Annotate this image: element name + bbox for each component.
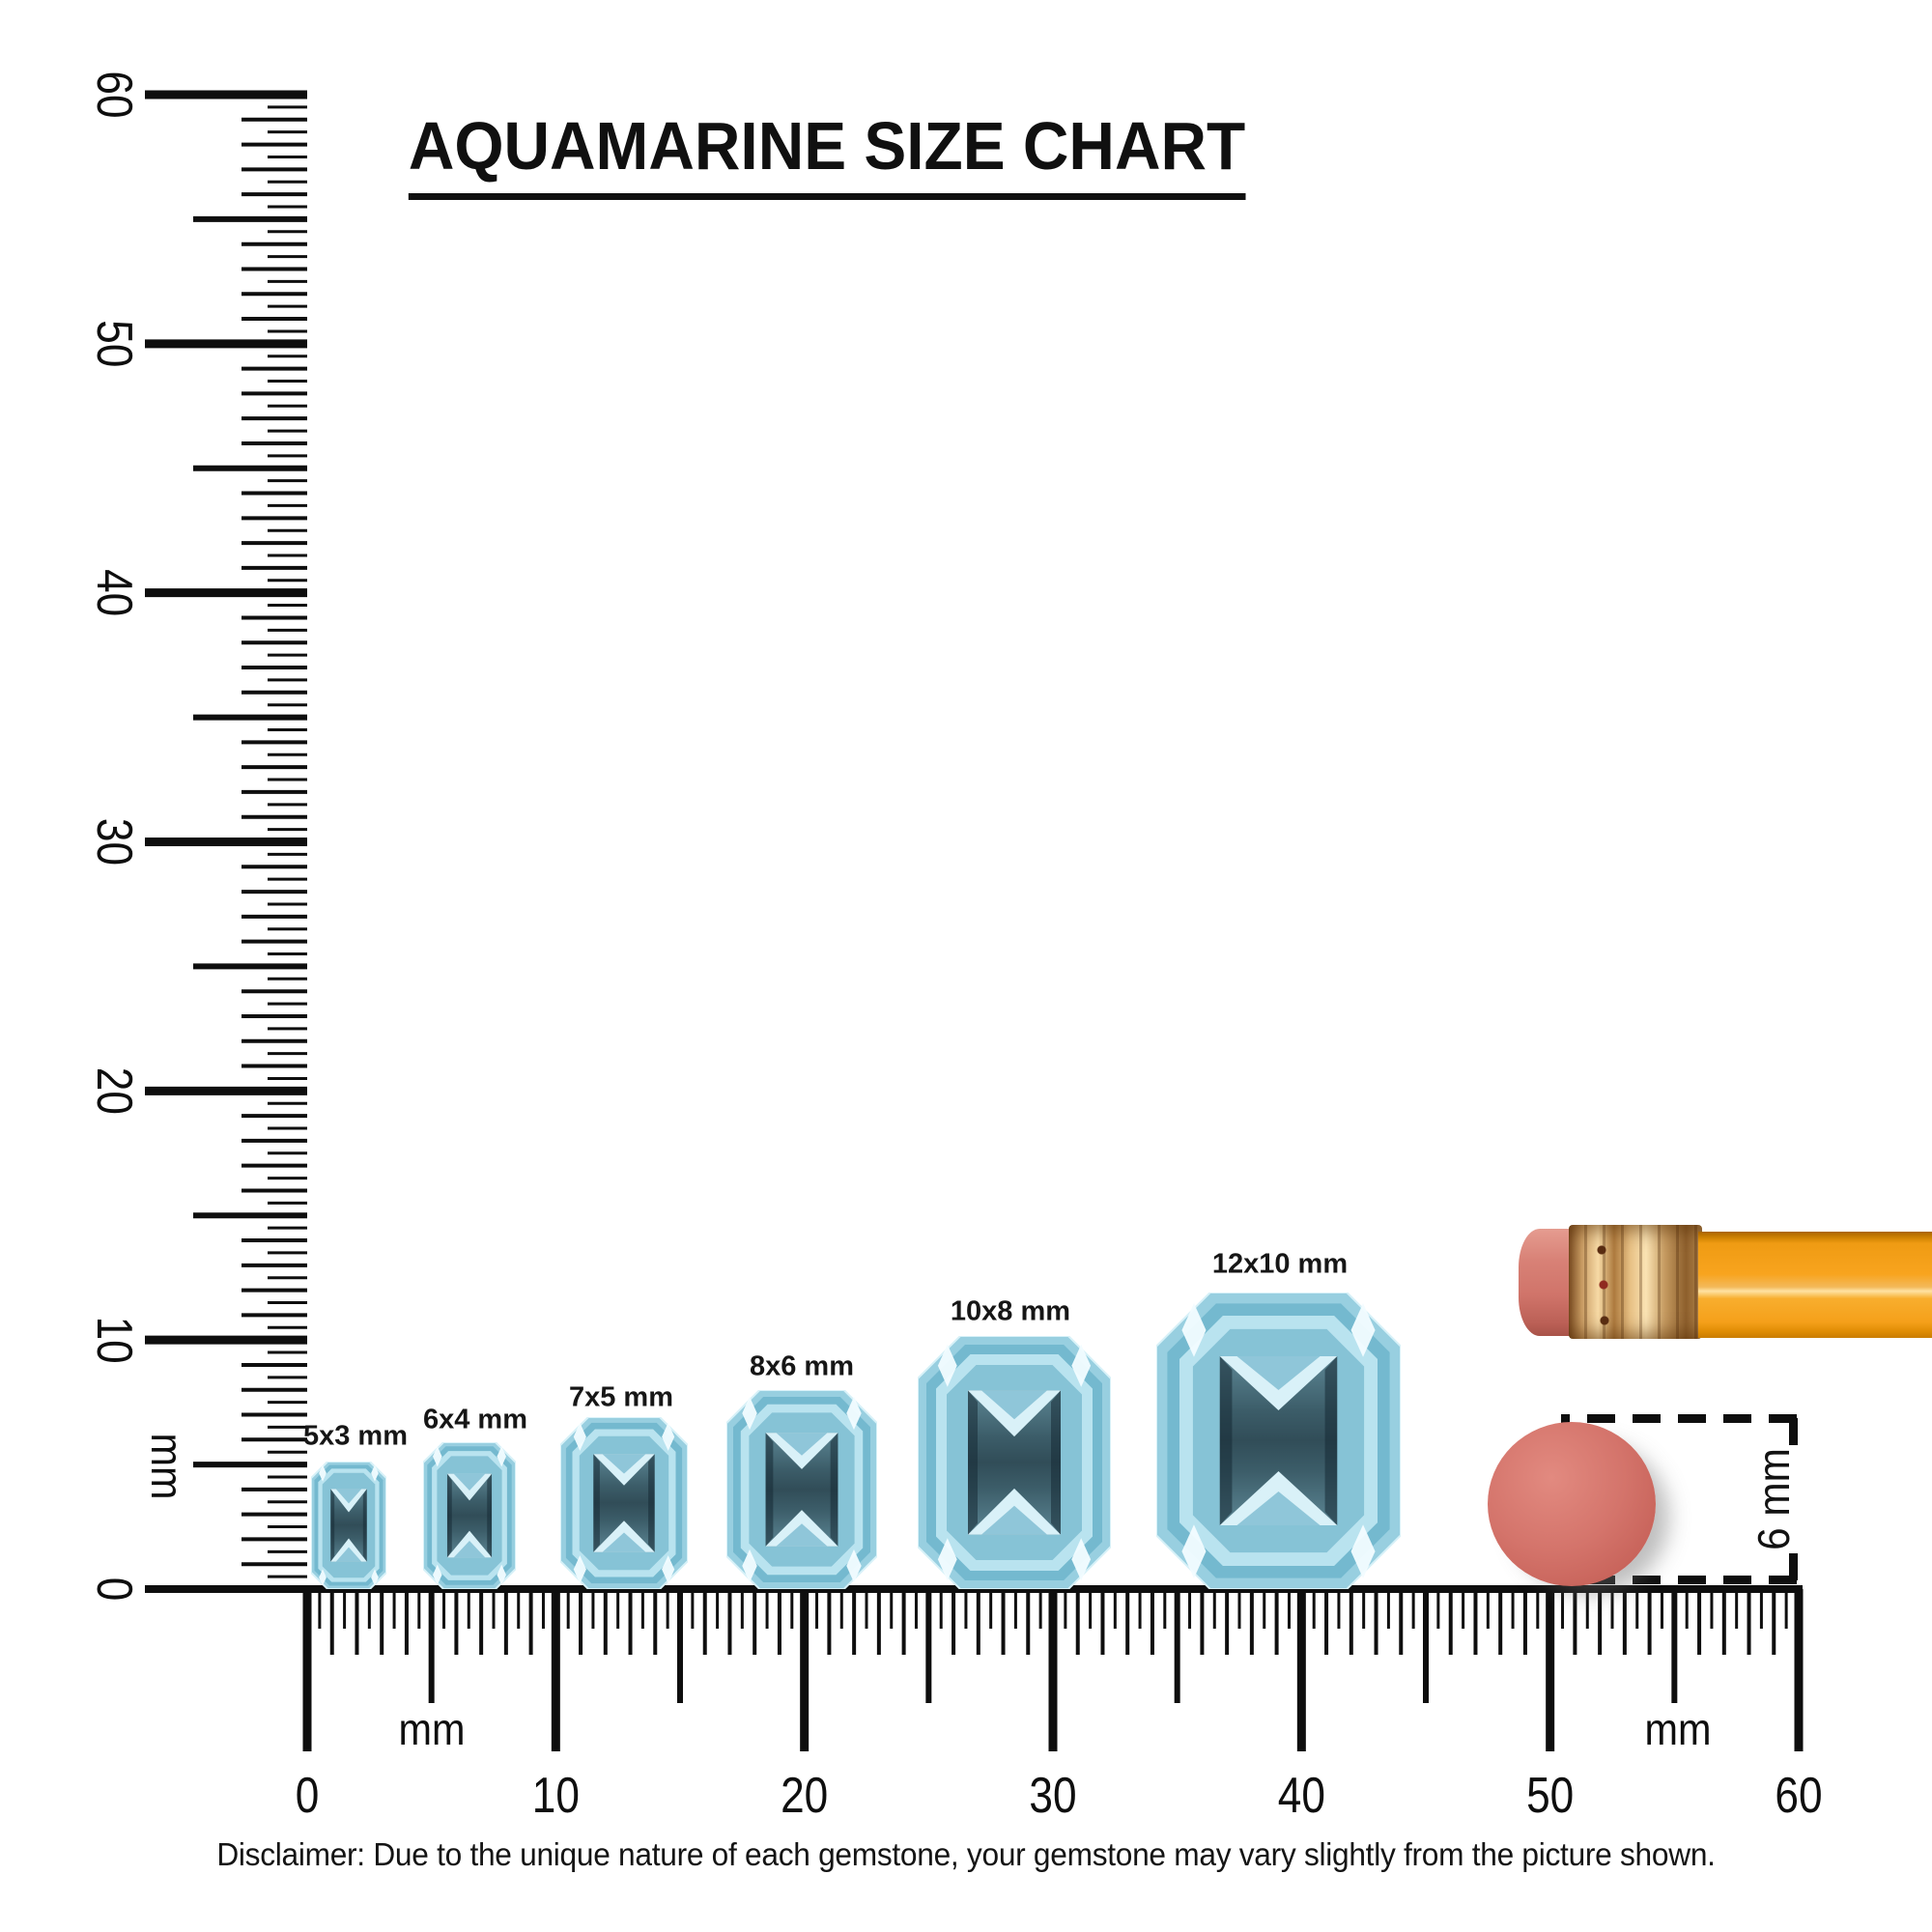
pencil-ferrule (1569, 1225, 1702, 1339)
left-ruler-number: 30 (86, 818, 142, 866)
gem-size-label: 5x3 mm (302, 1420, 409, 1452)
bottom-ruler-unit-label: mm (1645, 1705, 1712, 1755)
bottom-ruler-number: 50 (1526, 1768, 1574, 1824)
measure-dash-top-line (1561, 1414, 1797, 1423)
disclaimer-text: Disclaimer: Due to the unique nature of … (216, 1836, 1716, 1872)
left-ruler-number: 10 (86, 1317, 142, 1364)
aquamarine-gem-5x3mm (311, 1462, 386, 1589)
aquamarine-gem-10x8mm (918, 1336, 1111, 1589)
left-ruler-number: 40 (86, 569, 142, 616)
gem-size-label: 8x6 mm (749, 1350, 855, 1382)
gem-size-label: 10x8 mm (950, 1295, 1071, 1327)
aquamarine-gem-6x4mm (423, 1442, 516, 1589)
left-ruler-number: 0 (86, 1577, 142, 1602)
bottom-ruler-number: 30 (1029, 1768, 1076, 1824)
bottom-ruler-number: 20 (781, 1768, 828, 1824)
measure-dash-bottom-line (1561, 1576, 1797, 1584)
gem-size-label: 7x5 mm (568, 1381, 674, 1413)
measure-dash-top-stub (1789, 1418, 1798, 1445)
bottom-ruler-unit-label: mm (399, 1705, 466, 1755)
left-ruler-unit-label: mm (141, 1434, 191, 1500)
gem-size-label: 6x4 mm (422, 1404, 528, 1435)
measure-label: 6 mm (1748, 1448, 1799, 1550)
bottom-ruler-number: 60 (1775, 1768, 1822, 1824)
aquamarine-gem-12x10mm (1155, 1293, 1401, 1589)
eraser-top-view-circle (1488, 1422, 1656, 1586)
page-title: AQUAMARINE SIZE CHART (408, 112, 1246, 200)
left-ruler-number: 50 (86, 320, 142, 367)
left-ruler-number: 60 (86, 71, 142, 118)
bottom-ruler-number: 0 (296, 1768, 320, 1824)
measure-dash-bottom-stub (1789, 1553, 1798, 1580)
aquamarine-gem-8x6mm (726, 1390, 877, 1589)
left-ruler-number: 20 (86, 1067, 142, 1115)
bottom-ruler-number: 40 (1278, 1768, 1325, 1824)
pencil-body (1698, 1232, 1932, 1338)
gem-size-label: 12x10 mm (1211, 1248, 1349, 1280)
bottom-ruler-number: 10 (532, 1768, 580, 1824)
aquamarine-gem-7x5mm (560, 1417, 688, 1589)
